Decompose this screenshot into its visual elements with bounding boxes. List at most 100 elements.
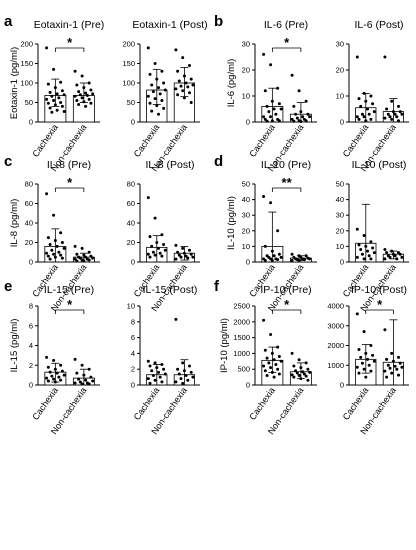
data-point [355, 115, 359, 119]
data-point [184, 374, 188, 378]
data-point [150, 369, 154, 373]
data-point [177, 372, 181, 376]
data-point [59, 363, 63, 367]
data-point [279, 107, 283, 111]
data-point [182, 74, 186, 78]
data-point [299, 119, 303, 123]
chart-title: IL-6 (Post) [354, 19, 403, 31]
data-point [385, 357, 389, 361]
data-point [146, 94, 150, 98]
y-tick-label: 0 [246, 258, 250, 267]
data-point [360, 361, 364, 365]
panel-letter-a: a [4, 13, 13, 30]
data-point [75, 252, 79, 256]
data-point [80, 246, 84, 250]
data-point [397, 373, 400, 377]
data-point [60, 104, 64, 108]
chart-title: IL-10 (Post) [352, 159, 407, 171]
data-point [182, 96, 186, 100]
data-point [308, 257, 312, 261]
data-point [148, 381, 152, 385]
data-point [366, 357, 369, 361]
data-point [359, 104, 363, 108]
data-point [395, 257, 399, 261]
y-tick-label: 50 [25, 98, 33, 107]
data-point [294, 112, 298, 116]
y-tick-label: 8 [29, 302, 33, 311]
panel-letter-e: e [4, 278, 12, 295]
data-point [160, 69, 164, 73]
data-point [360, 252, 364, 256]
data-point [174, 243, 178, 247]
chart-title: Eotaxin-1 (Post) [132, 19, 207, 31]
data-point [188, 63, 191, 67]
data-point [62, 109, 66, 113]
data-point [53, 380, 57, 384]
y-tick-label: 40 [127, 219, 135, 228]
data-point [371, 102, 375, 106]
data-point [60, 369, 64, 373]
data-point [89, 254, 93, 258]
data-point [272, 358, 276, 362]
y-axis-label: IL-10 (pg/ml) [226, 196, 237, 250]
data-point [369, 117, 373, 121]
data-point [176, 69, 180, 73]
data-point [73, 244, 77, 248]
data-point [46, 254, 50, 258]
data-point [270, 249, 274, 253]
data-point [57, 250, 61, 254]
data-point [290, 258, 294, 262]
data-point [162, 106, 166, 110]
data-point [276, 229, 280, 233]
y-tick-label: 4 [29, 341, 33, 350]
chart-title: IP-10 (Pre) [260, 284, 311, 296]
data-point [148, 235, 152, 239]
data-point [157, 86, 160, 90]
data-point [53, 239, 57, 243]
data-point [301, 370, 305, 374]
data-point [46, 101, 50, 105]
data-point [89, 88, 93, 92]
data-point [177, 253, 181, 257]
data-point [369, 94, 373, 98]
data-point [157, 112, 160, 116]
data-point [160, 380, 164, 384]
data-point [48, 370, 52, 374]
y-tick-label: 0 [131, 258, 135, 267]
data-point [390, 99, 394, 103]
y-tick-label: 20 [127, 238, 135, 247]
data-point [390, 371, 394, 375]
data-point [82, 86, 86, 90]
data-point [80, 363, 84, 367]
data-point [390, 249, 394, 253]
data-point [62, 373, 66, 377]
data-point [357, 347, 361, 351]
data-point [146, 252, 150, 256]
data-point [388, 115, 392, 119]
data-point [357, 97, 361, 101]
y-tick-label: 0 [131, 118, 135, 127]
chart-title: IL-15 (Post) [143, 284, 198, 296]
chart-title: IP-10 (Post) [351, 284, 407, 296]
data-point [362, 367, 366, 371]
data-point [53, 367, 57, 371]
data-point [48, 257, 52, 261]
panel-letter-c: c [4, 153, 12, 170]
chart-title: IL-6 (Pre) [264, 19, 308, 31]
data-point [189, 77, 193, 81]
data-point [59, 80, 63, 84]
data-point [386, 112, 390, 116]
data-point [82, 100, 86, 104]
data-point [160, 254, 164, 258]
data-point [77, 102, 81, 106]
data-point [181, 89, 185, 93]
y-tick-label: 40 [336, 195, 344, 204]
data-point [369, 369, 373, 373]
data-point [53, 103, 57, 107]
data-point [87, 250, 91, 254]
data-point [398, 110, 402, 114]
data-point [60, 89, 64, 93]
data-point [150, 244, 154, 248]
data-point [359, 248, 363, 252]
panel-letter-b: b [214, 13, 223, 30]
